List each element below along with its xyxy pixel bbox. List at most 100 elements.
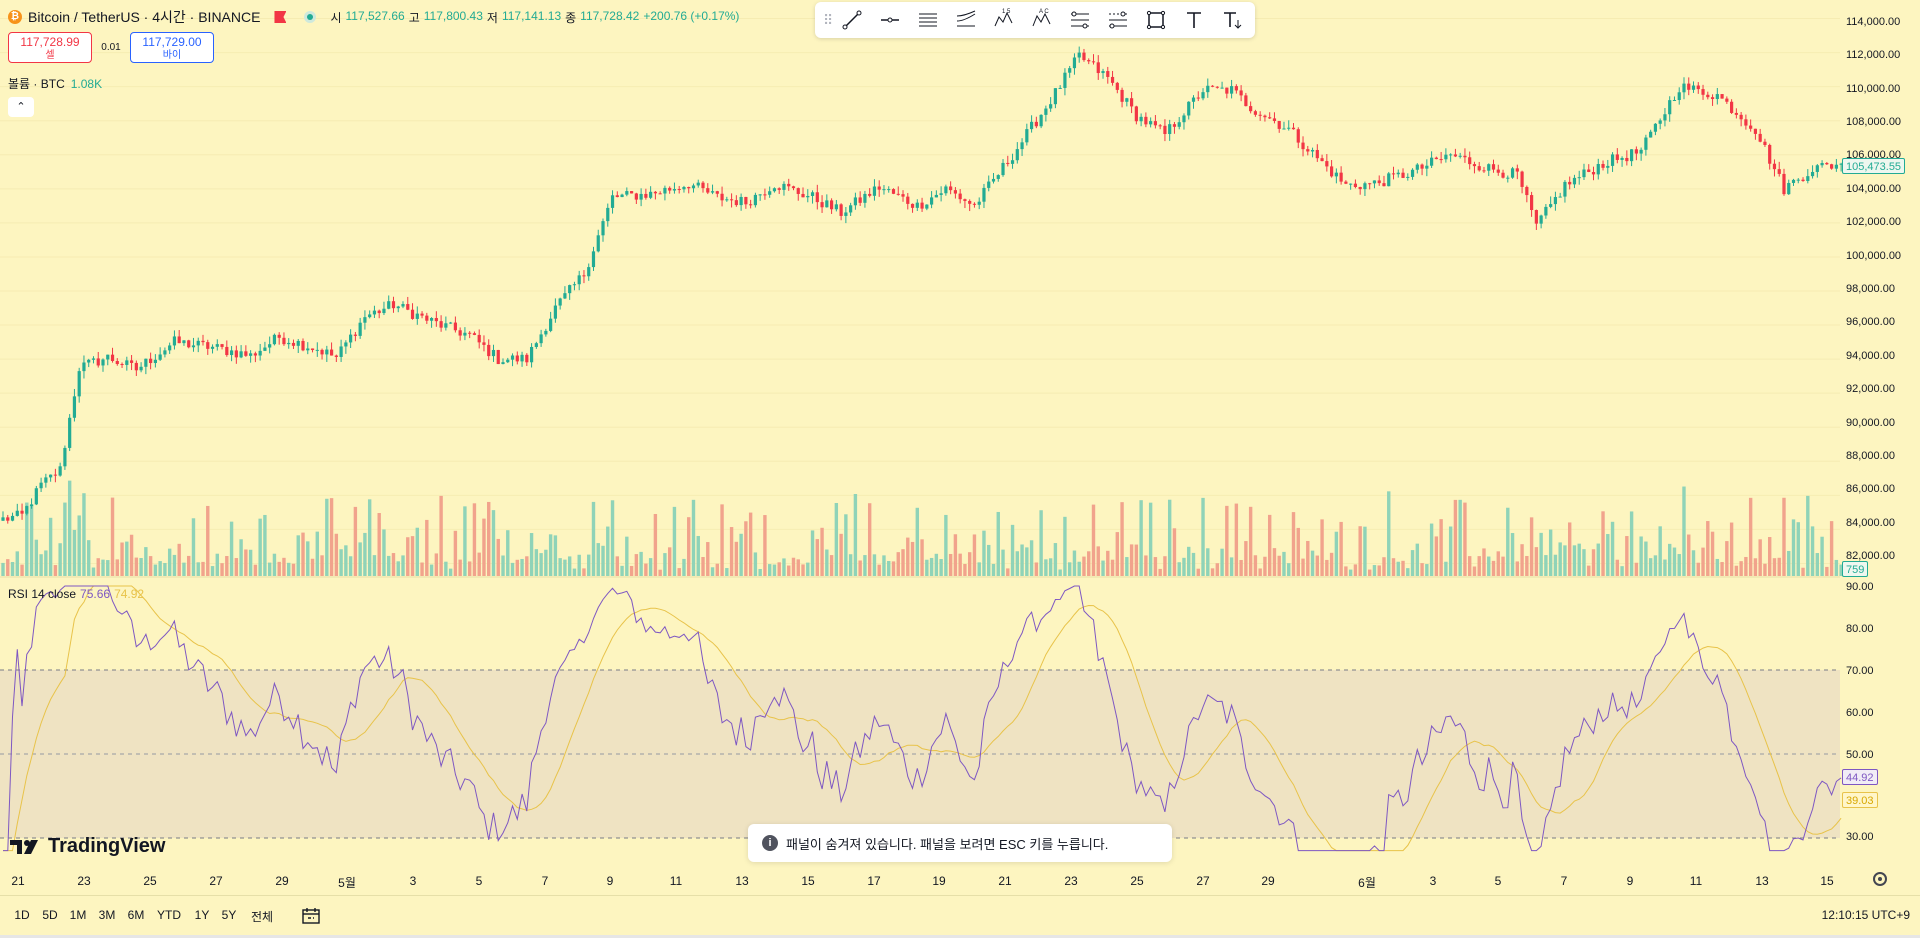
trade-buttons: 117,728.99 셀 0.01 117,729.00 바이 [8, 32, 214, 63]
settings-icon[interactable] [1873, 872, 1887, 886]
candle-body [310, 348, 315, 351]
time-axis-label: 11 [669, 874, 683, 888]
volume-bar [877, 564, 881, 576]
volume-bar [1834, 559, 1839, 576]
candle-body [287, 342, 291, 345]
ohlc-low-key: 저 [486, 10, 498, 25]
volume-bar [496, 538, 500, 576]
range-1d[interactable]: 1D [14, 908, 30, 922]
candle-body [815, 192, 819, 203]
rectangle-icon[interactable] [1137, 2, 1175, 38]
candle-body [1630, 149, 1634, 162]
candle-body [891, 189, 896, 194]
volume-bar [1420, 563, 1424, 576]
candle-body [1153, 121, 1158, 126]
candle-body [1263, 115, 1267, 118]
tradingview-logo[interactable]: TradingView [10, 835, 165, 858]
candle-body [825, 200, 829, 208]
flag-icon[interactable] [274, 11, 287, 23]
candle-body [153, 359, 157, 364]
volume-bar [1325, 559, 1329, 576]
time-axis-label: 21 [998, 874, 1012, 888]
anchored-text-icon[interactable] [1213, 2, 1251, 38]
range-5d[interactable]: 5D [42, 908, 58, 922]
buy-button[interactable]: 117,729.00 바이 [130, 32, 214, 63]
candle-body [1325, 161, 1329, 167]
volume-bar [691, 499, 696, 576]
volume-bar [29, 504, 34, 576]
volume-legend[interactable]: 볼륨 · BTC 1.08K [8, 75, 102, 92]
buy-price: 117,729.00 [142, 35, 202, 49]
volume-bar [1558, 542, 1562, 576]
short-position-icon[interactable] [1099, 2, 1137, 38]
candle-body [1734, 112, 1738, 115]
candle-body [882, 189, 886, 191]
calendar-range-icon[interactable] [300, 906, 322, 926]
candle-body [1363, 183, 1367, 190]
text-icon[interactable] [1175, 2, 1213, 38]
candle-body [1129, 98, 1134, 107]
time-axis-label: 15 [1820, 874, 1834, 888]
time-axis-label: 21 [11, 874, 25, 888]
volume-bar [1248, 506, 1253, 576]
candle-body [1610, 154, 1615, 166]
candle-body [163, 350, 167, 355]
time-axis-label: 23 [77, 874, 91, 888]
volume-bar [377, 513, 381, 576]
volume-bar [1606, 534, 1610, 576]
candle-body [1301, 142, 1305, 150]
range-all[interactable]: 전체 [250, 910, 274, 924]
candle-body [1101, 71, 1105, 74]
candle-body [1029, 121, 1034, 130]
volume-bar [1206, 548, 1210, 576]
volume-bar [229, 521, 234, 576]
candle-body [1530, 195, 1534, 211]
range-3m[interactable]: 3M [98, 908, 116, 922]
clock-timezone[interactable]: 12:10:15 UTC+9 [1821, 908, 1910, 922]
chart-canvas[interactable] [0, 0, 1920, 895]
volume-bar [1482, 548, 1486, 576]
candle-body [1072, 57, 1077, 69]
parallel-channel-icon[interactable] [909, 2, 947, 38]
candle-body [1482, 170, 1486, 172]
horizontal-ray-icon[interactable] [871, 2, 909, 38]
range-5y[interactable]: 5Y [221, 908, 237, 922]
range-ytd[interactable]: YTD [157, 908, 181, 922]
volume-bar [1067, 562, 1072, 576]
candle-body [920, 202, 924, 209]
volume-bar [1610, 521, 1615, 576]
candle-body [1420, 164, 1424, 169]
chevron-up-icon[interactable]: ⌃ [8, 97, 34, 117]
candle-body [1410, 169, 1415, 177]
candle-body [1025, 129, 1029, 143]
candle-body [191, 345, 196, 348]
range-6m[interactable]: 6M [127, 908, 145, 922]
sell-button[interactable]: 117,728.99 셀 [8, 32, 92, 63]
volume-bar [577, 554, 581, 576]
volume-bar [87, 540, 91, 576]
volume-bar [482, 518, 486, 576]
candle-body [1782, 173, 1786, 195]
rsi-legend[interactable]: RSI 14 close 75.66 74.92 [8, 587, 144, 601]
price-axis-label: 94,000.00 [1846, 350, 1895, 362]
volume-bar [525, 556, 529, 576]
candle-body [372, 310, 377, 315]
drag-handle-icon[interactable]: ⠿ [823, 11, 833, 28]
svg-text:1 5: 1 5 [1002, 9, 1011, 15]
long-position-icon[interactable] [1061, 2, 1099, 38]
volume-bar [1525, 555, 1529, 576]
symbol-title[interactable]: Bitcoin / TetherUS · 4시간 · BINANCE [28, 9, 261, 25]
elliott-wave-icon[interactable]: 1 5 [985, 2, 1023, 38]
range-1m[interactable]: 1M [69, 908, 87, 922]
volume-bar [1096, 546, 1100, 576]
xabcd-pattern-icon[interactable]: A C [1023, 2, 1061, 38]
volume-bar [1082, 556, 1086, 576]
trend-line-icon[interactable] [833, 2, 871, 38]
market-status-icon[interactable] [304, 11, 317, 23]
range-1y[interactable]: 1Y [194, 908, 210, 922]
volume-bar [1753, 558, 1758, 576]
volume-bar [1458, 499, 1462, 576]
pitchfork-icon[interactable] [947, 2, 985, 38]
candle-body [996, 175, 1000, 179]
buy-label: 바이 [162, 50, 182, 61]
